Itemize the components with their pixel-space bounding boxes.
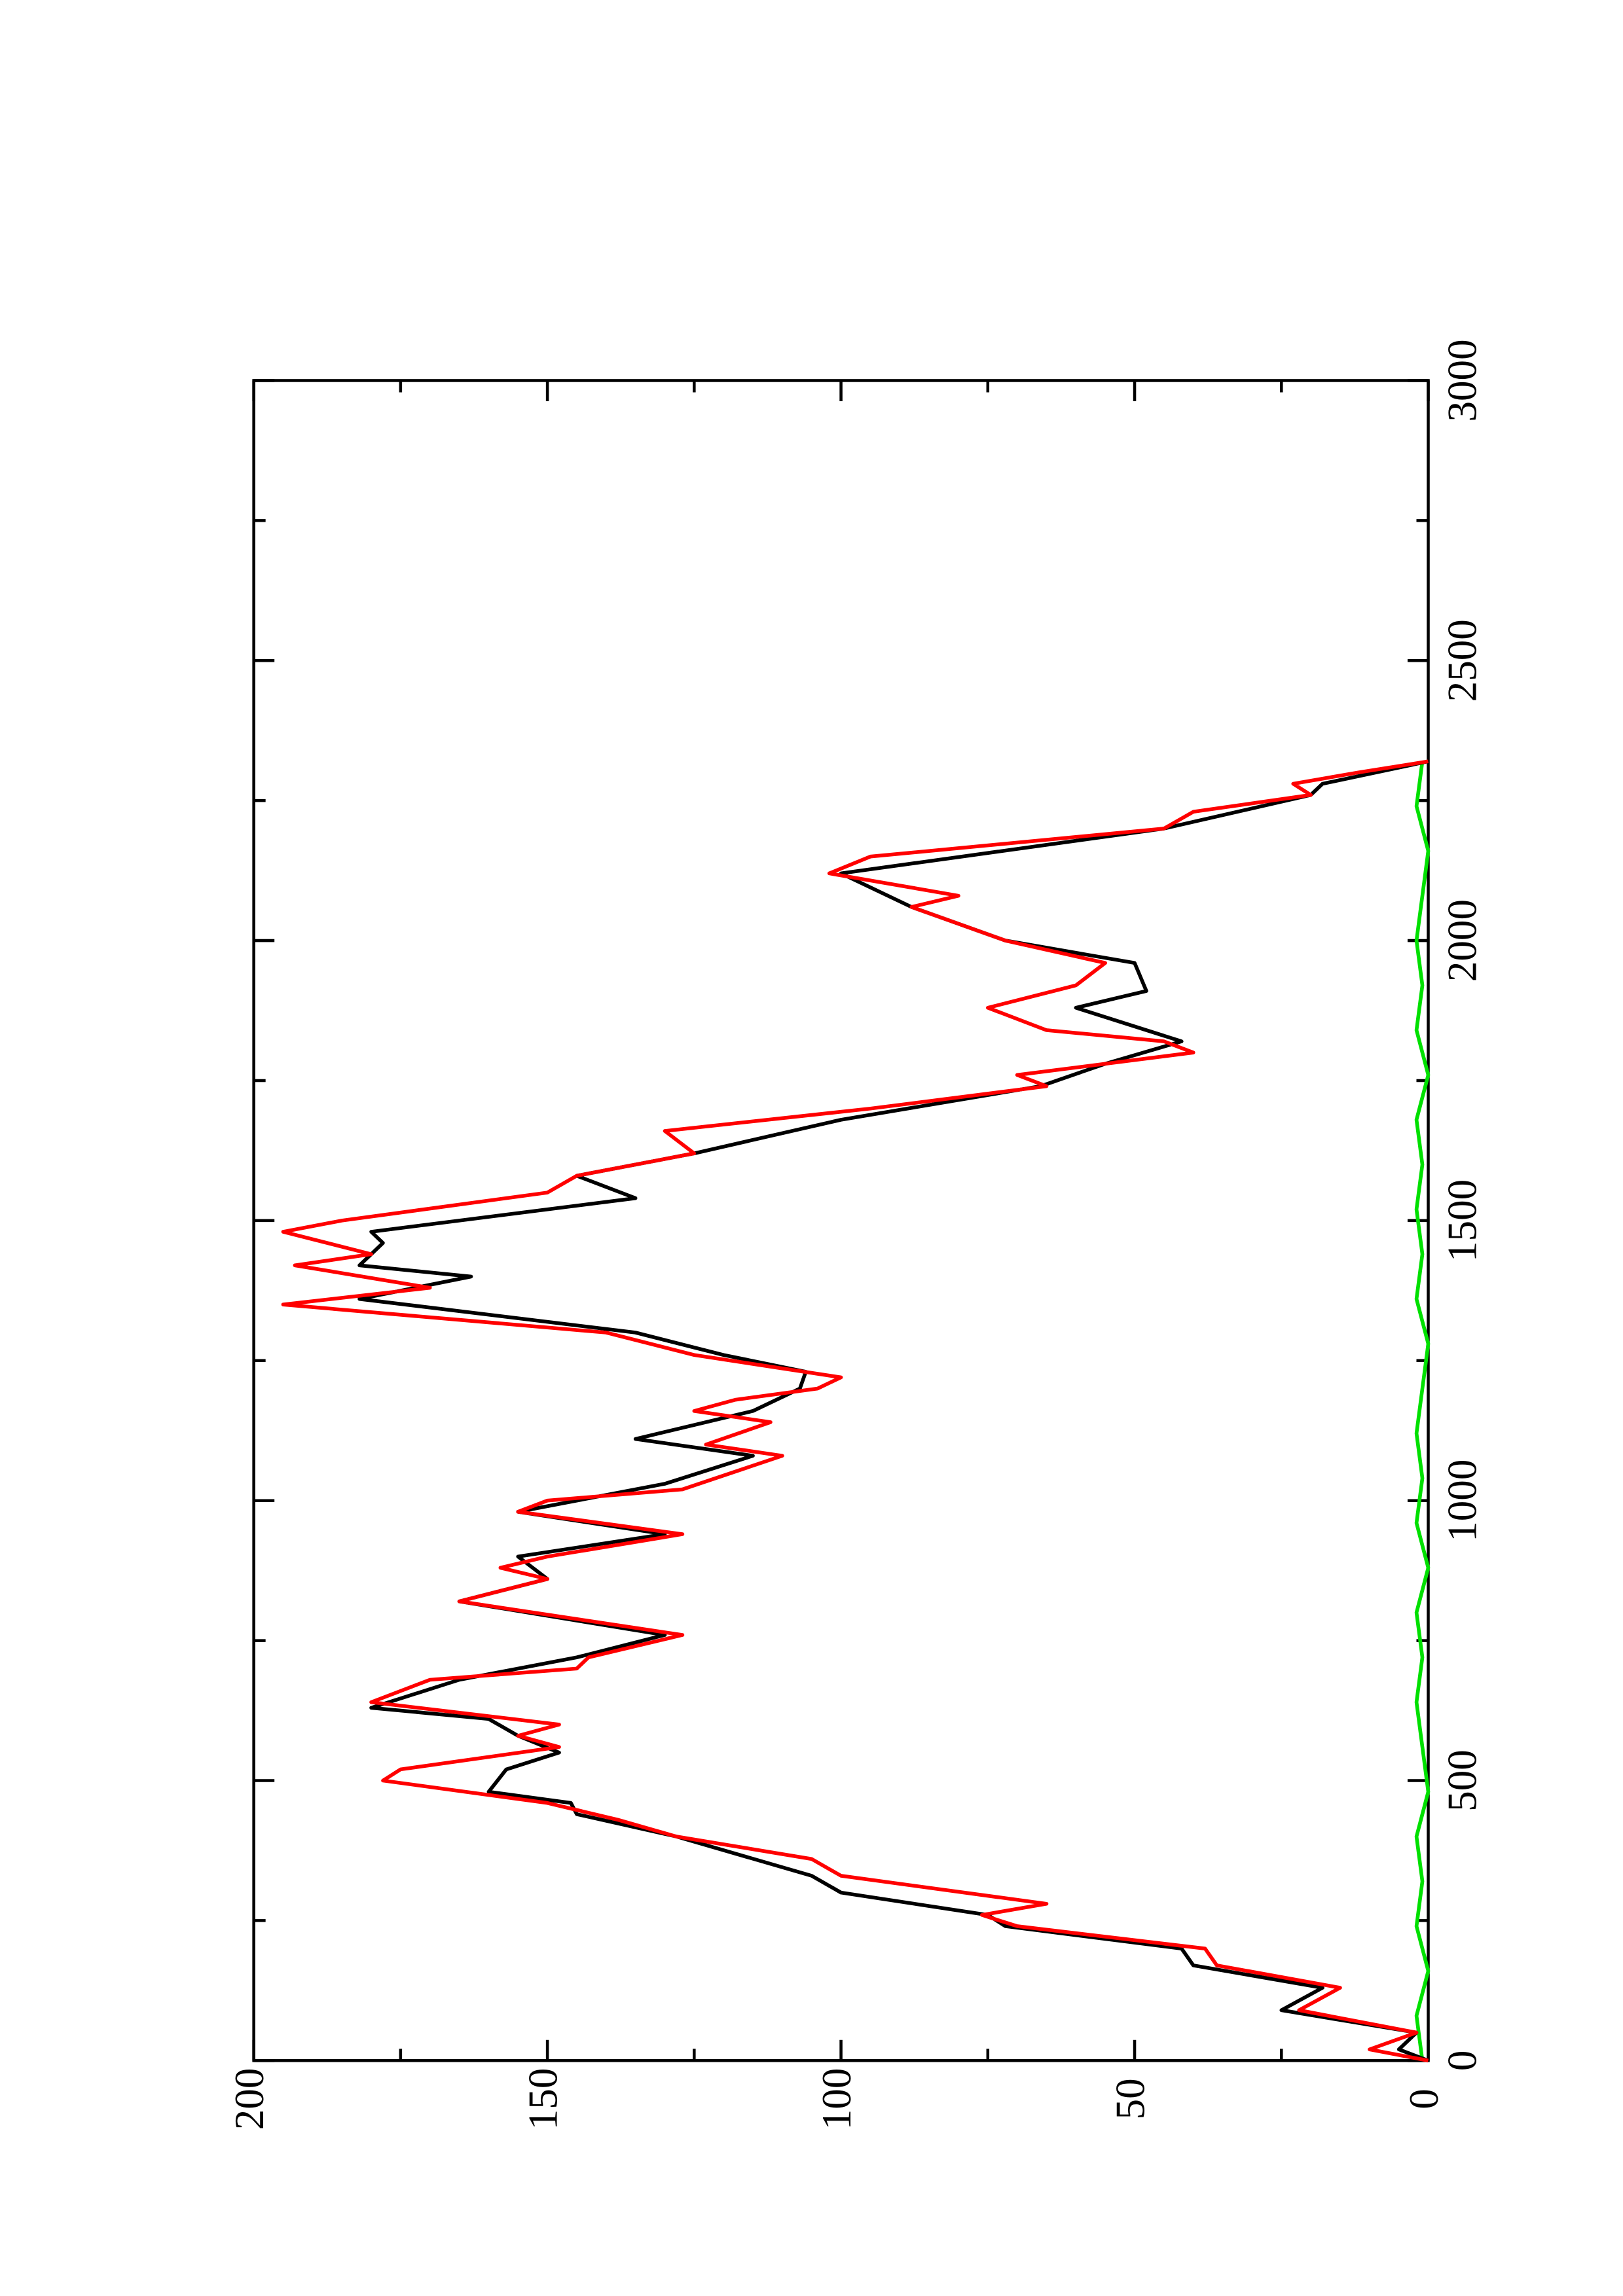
x-tick-label: 1000	[1440, 1460, 1486, 1542]
x-tick-label: 3000	[1440, 339, 1486, 422]
y-tick-label: 150	[520, 2068, 566, 2130]
x-tick-label: 2000	[1440, 899, 1486, 982]
y-tick-label: 200	[227, 2068, 272, 2130]
y-tick-label: 100	[814, 2068, 860, 2130]
data-line	[281, 759, 1429, 2063]
x-tick-label: 2500	[1440, 619, 1486, 702]
x-tick-label: 500	[1440, 1749, 1486, 1812]
x-tick-label: 1500	[1440, 1179, 1486, 1262]
data-line	[357, 759, 1429, 2062]
y-tick-label: 50	[1108, 2078, 1154, 2119]
x-tick-label: 0	[1440, 2051, 1486, 2072]
data-line	[1414, 761, 1431, 2061]
plot-frame	[252, 379, 1430, 2062]
y-tick-label: 0	[1401, 2089, 1447, 2109]
